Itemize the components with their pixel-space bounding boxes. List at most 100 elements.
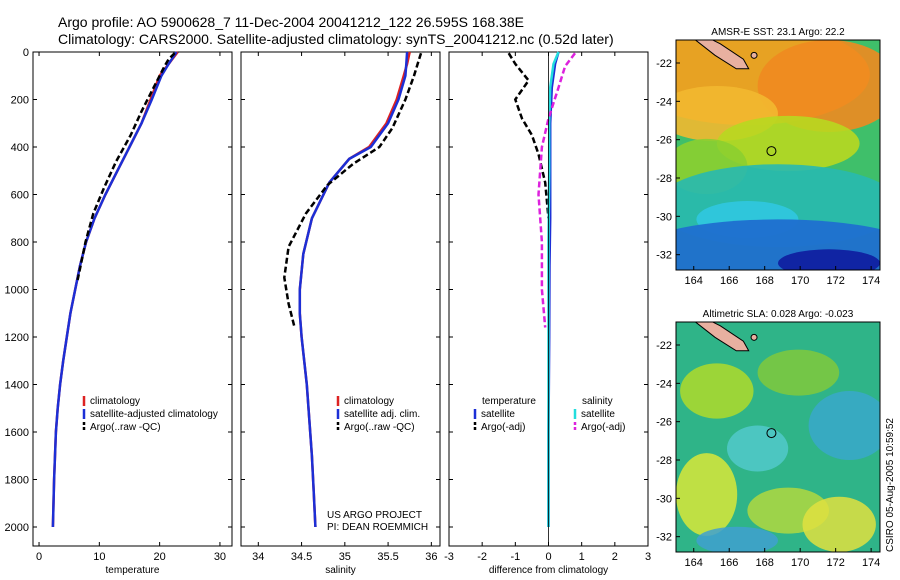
x-tick-label: 0 [545, 551, 551, 563]
series-line-climatology [51, 51, 179, 528]
x-tick-label: -2 [477, 551, 487, 563]
field-patch [716, 115, 860, 172]
y-tick-label: -32 [656, 250, 672, 262]
plot-frame [32, 51, 233, 547]
legend-label: climatology [344, 396, 394, 407]
series-line-satellite-adjusted-climatology [51, 51, 178, 528]
y-tick-label: -26 [656, 417, 672, 429]
x-tick-label: 36 [425, 551, 437, 563]
float-position-marker [766, 428, 777, 439]
project-label-line1: US ARGO PROJECT [327, 510, 422, 521]
x-tick-label: 170 [791, 275, 809, 287]
y-tick-label: -30 [656, 493, 672, 505]
float-position-marker [766, 146, 777, 157]
x-tick-label: 164 [685, 275, 703, 287]
map-field [676, 40, 880, 270]
series-line-temperature-argo-adj- [507, 52, 550, 219]
island-shape [694, 40, 750, 70]
sla-map-panel: 164 166 168 170 172 174 -22 -24 -26 -28 -30 -32 Alti… [656, 309, 881, 569]
x-axis-label: temperature [106, 565, 160, 576]
island-shape [750, 333, 758, 341]
field-patch [680, 363, 754, 419]
x-axis-label: difference from climatology [489, 565, 608, 576]
x-tick-label: 168 [756, 275, 774, 287]
map-title: AMSR-E SST: 23.1 Argo: 22.2 [711, 27, 845, 38]
island-shape [694, 322, 750, 352]
y-tick-label: -22 [656, 340, 672, 352]
y-tick-label: -28 [656, 455, 672, 467]
temperature-profile-panel: 0 10 20 30 temperature 0 200 400 600 800 1000 1200 1… [5, 47, 233, 576]
y-tick-label: 0 [23, 47, 29, 59]
x-tick-label: 174 [862, 275, 880, 287]
y-tick-label: -28 [656, 173, 672, 185]
series-line-argo-raw-qc- [283, 52, 423, 328]
y-tick-label: -24 [656, 378, 672, 390]
field-patch [696, 526, 778, 552]
x-tick-label: 10 [93, 551, 105, 563]
map-frame [675, 39, 881, 271]
x-tick-label: 1 [579, 551, 585, 563]
field-patch [802, 496, 876, 552]
y-tick-label: 600 [11, 190, 29, 202]
map-title: Altimetric SLA: 0.028 Argo: -0.023 [703, 309, 854, 320]
sst-map-panel: 164 166 168 170 172 174 -22 -24 -26 -28 -30 -32 AMSR… [656, 27, 881, 287]
legend-label: climatology [90, 396, 140, 407]
legend-label: satellite-adjusted climatology [90, 409, 218, 420]
difference-profile-panel: -3 -2 -1 0 1 2 3 difference from climatology [444, 51, 651, 576]
x-tick-label: 172 [826, 557, 844, 569]
y-tick-label: 1800 [5, 475, 29, 487]
series-line-satellite-adj-clim- [298, 51, 409, 528]
y-tick-label: 1200 [5, 332, 29, 344]
legend-heading: temperature [482, 396, 536, 407]
climatology-subtitle: Climatology: CARS2000. Satellite-adjuste… [58, 31, 614, 47]
y-tick-label: -22 [656, 58, 672, 70]
series-line-salinity-argo-adj- [537, 52, 576, 328]
project-label-line2: PI: DEAN ROEMMICH [327, 522, 428, 533]
x-tick-label: 2 [612, 551, 618, 563]
island-shape [750, 51, 758, 59]
y-tick-label: -30 [656, 211, 672, 223]
field-patch [757, 349, 840, 396]
legend-label: satellite [581, 409, 615, 420]
y-tick-label: 1400 [5, 380, 29, 392]
y-tick-label: 800 [11, 237, 29, 249]
timestamp-label: CSIRO 05-Aug-2005 10:59:52 [885, 418, 896, 552]
x-tick-label: 0 [36, 551, 42, 563]
x-tick-label: 30 [214, 551, 226, 563]
x-tick-label: 35 [339, 551, 351, 563]
x-tick-label: 168 [756, 557, 774, 569]
field-patch [727, 425, 789, 472]
x-tick-label: 35.5 [377, 551, 398, 563]
x-tick-label: 166 [720, 557, 738, 569]
map-field [676, 322, 880, 552]
series-line-argo-raw-qc- [76, 52, 176, 281]
x-tick-label: 3 [645, 551, 651, 563]
legend-label: satellite [481, 409, 515, 420]
difference-legend: temperature satellite Argo(-adj) salinity sa… [473, 396, 625, 433]
y-tick-label: 400 [11, 142, 29, 154]
salinity-legend: climatology satellite adj. clim. Argo(..ra… [336, 396, 420, 433]
y-tick-label: -26 [656, 135, 672, 147]
field-patch [676, 453, 738, 536]
legend-heading: salinity [582, 396, 613, 407]
field-patch [808, 391, 880, 460]
field-patch [757, 40, 880, 132]
profile-title: Argo profile: AO 5900628_7 11-Dec-2004 2… [58, 14, 524, 30]
x-tick-label: 172 [826, 275, 844, 287]
legend-label: Argo(..raw -QC) [90, 422, 161, 433]
y-tick-label: 200 [11, 95, 29, 107]
y-tick-label: -24 [656, 96, 672, 108]
x-tick-label: 34 [252, 551, 264, 563]
y-tick-label: 2000 [5, 522, 29, 534]
temperature-legend: climatology satellite-adjusted climatolog… [82, 396, 218, 433]
x-tick-label: 20 [154, 551, 166, 563]
plot-frame [240, 51, 441, 547]
x-tick-label: -3 [444, 551, 454, 563]
legend-label: Argo(-adj) [481, 422, 525, 433]
y-tick-label: -32 [656, 532, 672, 544]
legend-label: Argo(-adj) [581, 422, 625, 433]
y-tick-label: 1600 [5, 427, 29, 439]
x-tick-label: 170 [791, 557, 809, 569]
y-tick-label: 1000 [5, 285, 29, 297]
